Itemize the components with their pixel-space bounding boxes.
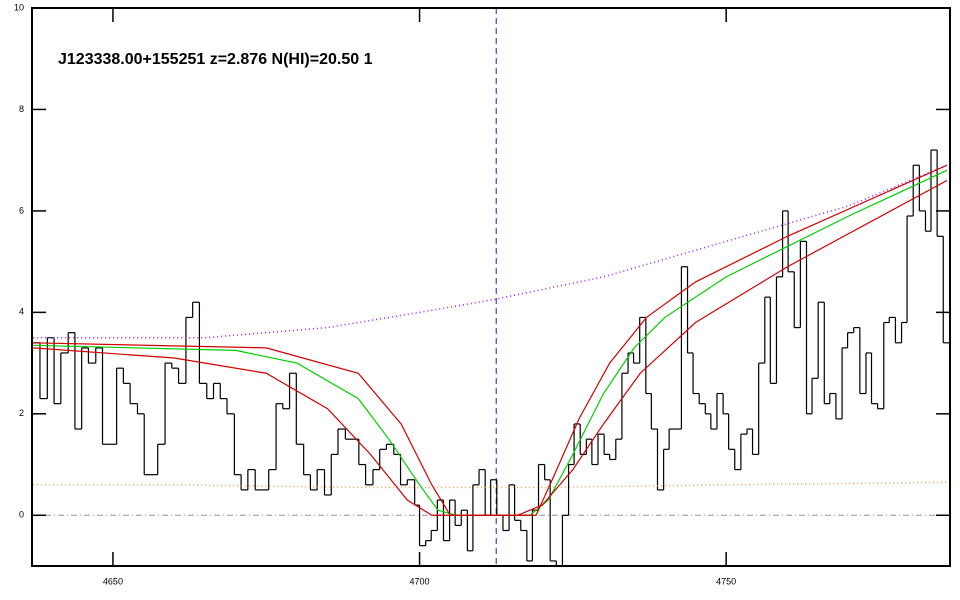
y-tick-label: 10 xyxy=(14,2,24,12)
dotted-curve xyxy=(33,164,948,339)
x-tick-label: 4650 xyxy=(103,576,123,586)
fit-curve xyxy=(33,179,948,516)
fit-curve xyxy=(33,164,948,516)
x-tick-label: 4700 xyxy=(410,576,430,586)
y-tick-label: 8 xyxy=(19,104,24,114)
plot-area xyxy=(33,149,950,566)
y-tick-label: 6 xyxy=(19,205,24,215)
x-tick-label: 4750 xyxy=(716,576,736,586)
chart-title: J123338.00+155251 z=2.876 N(HI)=20.50 1 xyxy=(58,51,373,68)
frame xyxy=(31,7,951,567)
y-tick-label: 0 xyxy=(19,510,24,520)
y-tick-label: 2 xyxy=(19,408,24,418)
y-tick-label: 4 xyxy=(19,307,24,317)
